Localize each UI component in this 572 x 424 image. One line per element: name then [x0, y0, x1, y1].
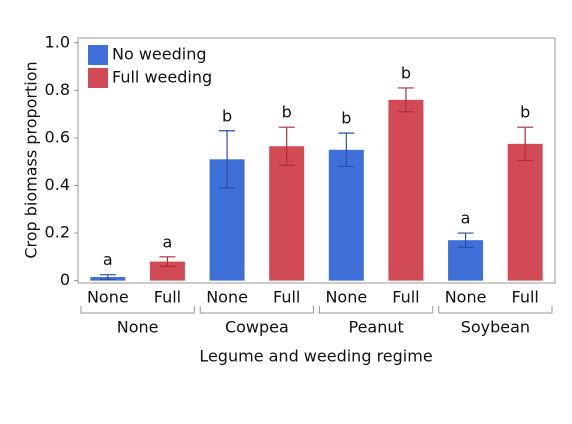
legend-swatch — [88, 45, 108, 65]
bar — [328, 149, 364, 281]
group-label: Soybean — [461, 318, 530, 337]
error-bar — [278, 126, 295, 166]
group-label: Cowpea — [225, 318, 289, 337]
y-tick-label: 0.2 — [45, 223, 70, 242]
error-bar — [338, 132, 355, 168]
y-tick-label: 1.0 — [45, 32, 70, 51]
legend-swatch — [88, 68, 108, 88]
error-bar — [517, 126, 534, 162]
group-bracket — [438, 306, 553, 314]
x-tick-label: Full — [392, 288, 419, 307]
x-tick-label: None — [206, 288, 248, 307]
bar — [507, 143, 543, 281]
significance-letter: a — [461, 209, 471, 228]
y-tick-label: 0 — [60, 270, 70, 289]
group-label: Peanut — [348, 318, 403, 337]
error-bar — [219, 130, 236, 189]
error-bar — [159, 256, 176, 267]
error-bar — [457, 232, 474, 248]
x-axis-title: Legume and weeding regime — [199, 347, 432, 366]
x-tick-label: None — [87, 288, 129, 307]
significance-letter: b — [341, 109, 351, 128]
y-axis-title: Crop biomass proportion — [22, 61, 41, 258]
error-bar — [397, 87, 414, 113]
significance-letter: a — [163, 232, 173, 251]
group-bracket — [199, 306, 314, 314]
error-bar — [99, 274, 116, 281]
bar — [269, 146, 305, 281]
significance-letter: b — [222, 106, 232, 125]
bar — [388, 99, 424, 281]
significance-letter: a — [103, 250, 113, 269]
significance-letter: b — [401, 63, 411, 82]
y-tick-label: 0.8 — [45, 80, 70, 99]
group-bracket — [80, 306, 195, 314]
legend-label: Full weeding — [112, 68, 212, 87]
x-tick-label: Full — [154, 288, 181, 307]
plot-frame — [77, 37, 556, 284]
x-tick-label: Full — [273, 288, 300, 307]
legend-label: No weeding — [112, 45, 207, 64]
bar — [149, 261, 185, 281]
significance-letter: b — [282, 103, 292, 122]
group-bracket — [319, 306, 434, 314]
x-tick-label: None — [445, 288, 487, 307]
y-tick-label: 0.4 — [45, 175, 70, 194]
significance-letter: b — [520, 103, 530, 122]
y-tick-label: 0.6 — [45, 127, 70, 146]
group-label: None — [117, 318, 159, 337]
x-tick-label: Full — [512, 288, 539, 307]
x-tick-label: None — [325, 288, 367, 307]
